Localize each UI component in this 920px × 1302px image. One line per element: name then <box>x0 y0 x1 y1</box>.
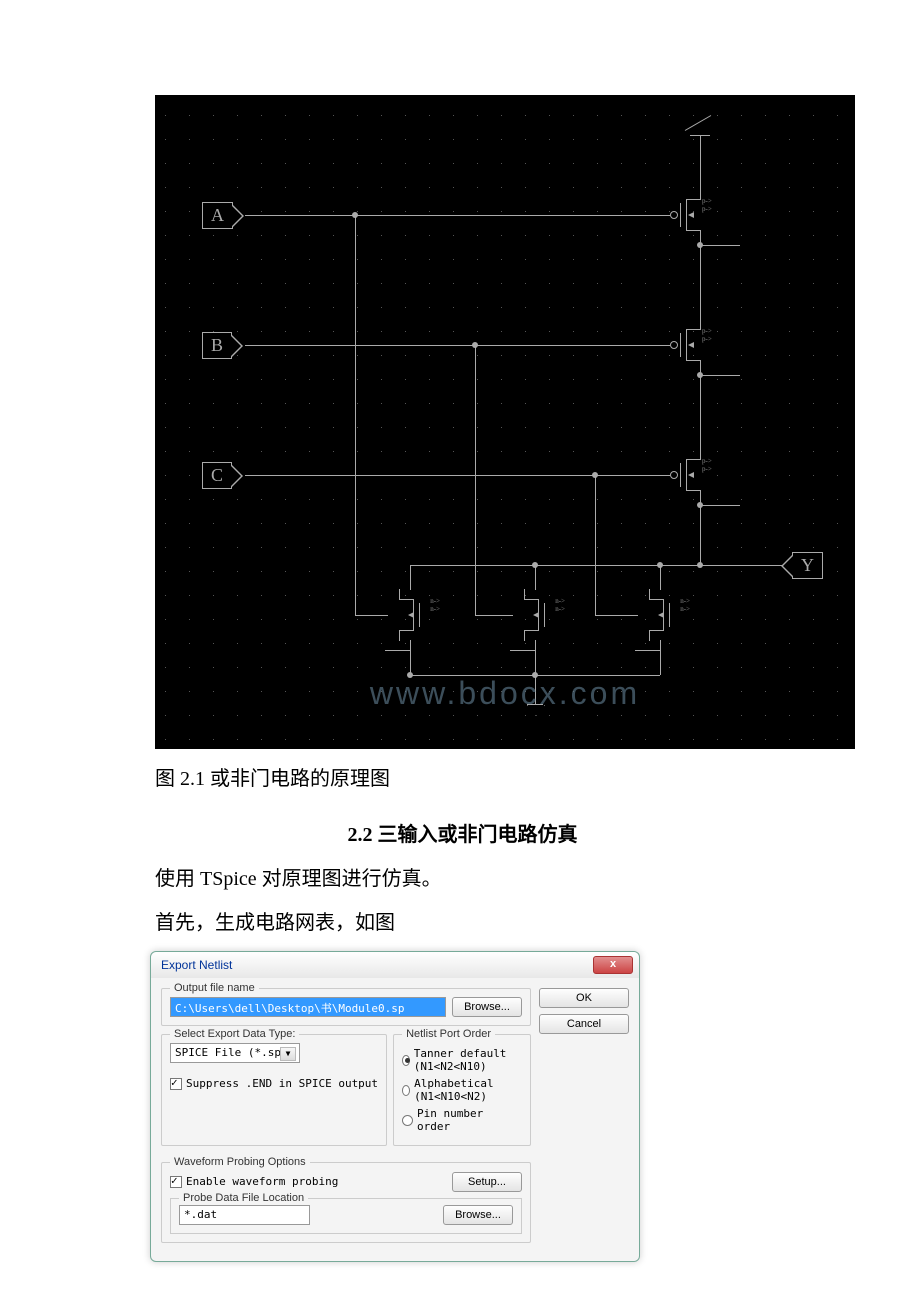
export-type-group: Select Export Data Type: SPICE File (*.s… <box>161 1034 387 1146</box>
cancel-button[interactable]: Cancel <box>539 1014 629 1034</box>
pmos-c: p->p-> <box>680 455 710 495</box>
input-pin-b: B <box>202 332 232 359</box>
output-pin-y: Y <box>792 552 823 579</box>
port-order-radio-1[interactable] <box>402 1085 410 1096</box>
watermark: www.bdocx.com <box>370 675 640 712</box>
browse-output-button[interactable]: Browse... <box>452 997 522 1017</box>
suppress-end-checkbox[interactable] <box>170 1078 182 1090</box>
setup-button[interactable]: Setup... <box>452 1172 522 1192</box>
dialog-title: Export Netlist x <box>151 952 639 978</box>
nmos-c: n->n-> <box>640 595 670 635</box>
waveform-group: Waveform Probing Options Enable waveform… <box>161 1162 531 1243</box>
export-netlist-dialog: Export Netlist x Output file name C:\Use… <box>150 951 640 1262</box>
port-order-radio-0[interactable] <box>402 1055 410 1066</box>
suppress-end-label: Suppress .END in SPICE output <box>186 1077 378 1090</box>
probe-location-group: Probe Data File Location *.dat Browse... <box>170 1198 522 1234</box>
input-pin-c: C <box>202 462 232 489</box>
output-file-input[interactable]: C:\Users\dell\Desktop\书\Module0.sp <box>170 997 446 1017</box>
nmos-a: n->n-> <box>390 595 420 635</box>
body-text-1: 使用 TSpice 对原理图进行仿真。 <box>155 861 770 897</box>
circuit-schematic: (function(){ var s = document.currentScr… <box>155 95 855 749</box>
export-type-combo[interactable]: SPICE File (*.sp) <box>170 1043 300 1063</box>
body-text-2: 首先，生成电路网表，如图 <box>155 905 770 941</box>
output-file-group: Output file name C:\Users\dell\Desktop\书… <box>161 988 531 1026</box>
port-order-radio-2[interactable] <box>402 1115 413 1126</box>
ok-button[interactable]: OK <box>539 988 629 1008</box>
pmos-a: p->p-> <box>680 195 710 235</box>
pmos-b: p->p-> <box>680 325 710 365</box>
enable-waveform-checkbox[interactable] <box>170 1176 182 1188</box>
section-heading: 2.2 三输入或非门电路仿真 <box>155 817 770 853</box>
probe-file-input[interactable]: *.dat <box>179 1205 310 1225</box>
close-button[interactable]: x <box>593 956 633 974</box>
port-order-group: Netlist Port Order Tanner default (N1<N2… <box>393 1034 531 1146</box>
input-pin-a: A <box>202 202 233 229</box>
browse-probe-button[interactable]: Browse... <box>443 1205 513 1225</box>
figure-caption: 图 2.1 或非门电路的原理图 <box>155 761 770 797</box>
nmos-b: n->n-> <box>515 595 545 635</box>
